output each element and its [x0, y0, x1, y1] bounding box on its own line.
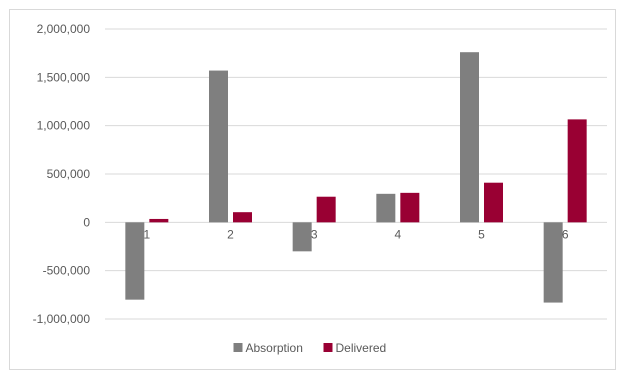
- legend-label-absorption: Absorption: [246, 341, 303, 355]
- bar-delivered-3: [316, 196, 336, 223]
- bar-absorption-5: [460, 52, 479, 223]
- y-tick-label: 1,000,000: [37, 119, 91, 133]
- bar-delivered-5: [484, 182, 503, 223]
- bar-chart: 2,000,000 1,500,000 1,000,000 500,000 0 -500,…: [33, 22, 607, 355]
- y-tick-label: 500,000: [47, 167, 91, 181]
- bar-absorption-4: [376, 193, 396, 223]
- bar-absorption-6: [543, 222, 563, 303]
- bars: [125, 52, 587, 303]
- bar-delivered-1: [149, 218, 169, 223]
- legend-swatch-absorption: [233, 343, 243, 352]
- bar-delivered-6: [567, 119, 587, 223]
- x-tick-label: 4: [394, 227, 401, 241]
- x-axis-category-labels: 1 2 3 4 5 6: [143, 227, 568, 241]
- chart-area: 2,000,000 1,500,000 1,000,000 500,000 0 -500,…: [9, 9, 616, 370]
- x-tick-label: 5: [478, 227, 485, 241]
- y-tick-label: 2,000,000: [37, 22, 91, 36]
- gridlines: [105, 28, 607, 320]
- bar-absorption-2: [209, 70, 228, 223]
- bar-delivered-4: [400, 192, 420, 223]
- bar-absorption-3: [292, 222, 312, 252]
- legend-swatch-delivered: [323, 343, 333, 352]
- bar-delivered-2: [233, 212, 252, 223]
- x-tick-label: 2: [227, 227, 234, 241]
- x-tick-label: 6: [562, 227, 569, 241]
- y-tick-label: 0: [83, 215, 90, 229]
- bar-absorption-1: [125, 222, 145, 300]
- legend-label-delivered: Delivered: [336, 341, 387, 355]
- x-tick-label: 1: [143, 227, 150, 241]
- y-axis-tick-labels: 2,000,000 1,500,000 1,000,000 500,000 0 -500,…: [33, 22, 91, 326]
- y-tick-label: -1,000,000: [33, 312, 91, 326]
- y-tick-label: 1,500,000: [37, 70, 91, 84]
- y-tick-label: -500,000: [43, 264, 91, 278]
- x-tick-label: 3: [311, 227, 318, 241]
- legend: Absorption Delivered: [233, 341, 387, 355]
